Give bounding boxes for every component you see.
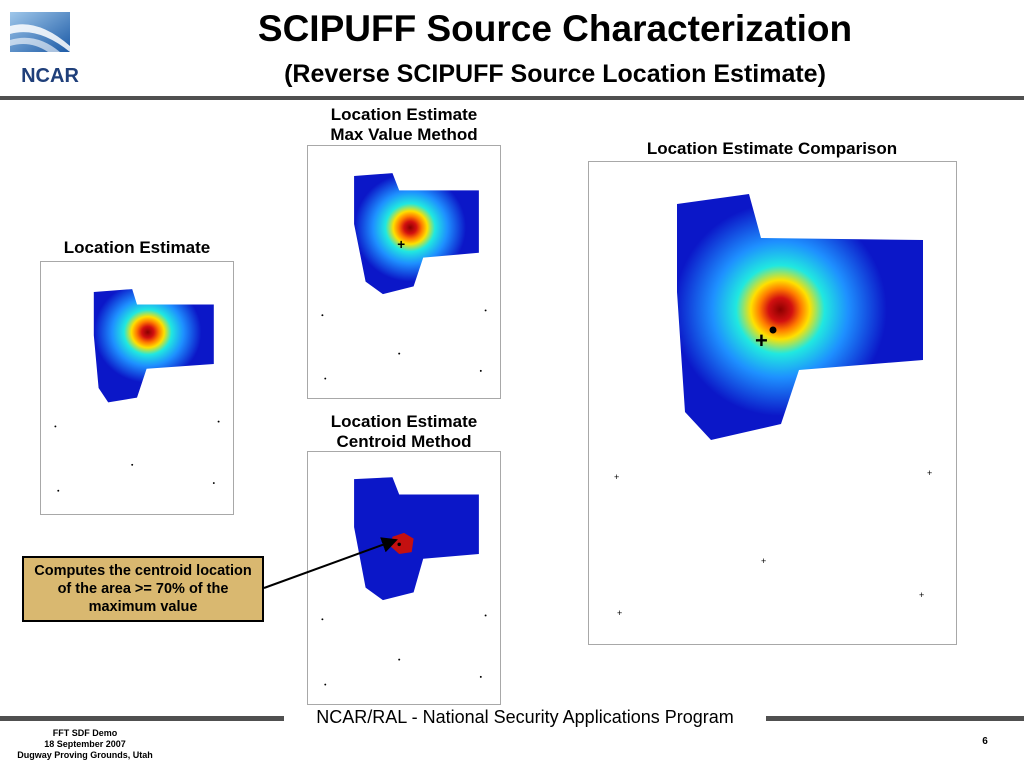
max-value-panel: + bbox=[307, 145, 501, 399]
plume-map-max-value: + bbox=[321, 173, 487, 380]
panel-title-comparison: Location Estimate Comparison bbox=[646, 139, 898, 158]
ncar-logo: NCAR bbox=[8, 6, 108, 88]
slide-title: SCIPUFF Source Characterization bbox=[257, 8, 853, 49]
footer-program: NCAR/RAL - National Security Application… bbox=[316, 707, 734, 727]
panel-title-location-estimate: Location Estimate bbox=[63, 238, 211, 257]
comparison-panel: + + + + + + bbox=[588, 161, 957, 645]
svg-text:+: + bbox=[617, 608, 622, 618]
centroid-panel bbox=[307, 451, 501, 705]
location-estimate-panel bbox=[40, 261, 234, 515]
centroid-callout: Computes the centroid location of the ar… bbox=[22, 556, 264, 622]
svg-text:+: + bbox=[927, 468, 932, 478]
slide-subtitle: (Reverse SCIPUFF Source Location Estimat… bbox=[284, 60, 826, 88]
svg-text:+: + bbox=[755, 328, 768, 353]
footer-divider-left bbox=[0, 716, 284, 721]
panel-title-centroid: Location Estimate Centroid Method bbox=[330, 412, 478, 451]
panel-title-max-value: Location Estimate Max Value Method bbox=[330, 105, 478, 144]
callout-arrow bbox=[263, 537, 398, 589]
header-divider bbox=[0, 96, 1024, 100]
plume-map-comparison: + + + + + + bbox=[614, 194, 932, 618]
plume-map-location-estimate bbox=[54, 289, 220, 492]
logo-text: NCAR bbox=[21, 65, 79, 87]
footer-divider-right bbox=[766, 716, 1024, 721]
footer-demo-info: FFT SDF Demo 18 September 2007 Dugway Pr… bbox=[17, 728, 153, 760]
svg-text:+: + bbox=[397, 237, 405, 252]
page-number: 6 bbox=[982, 736, 988, 747]
svg-text:+: + bbox=[614, 472, 619, 482]
svg-text:+: + bbox=[919, 590, 924, 600]
svg-text:+: + bbox=[761, 556, 766, 566]
